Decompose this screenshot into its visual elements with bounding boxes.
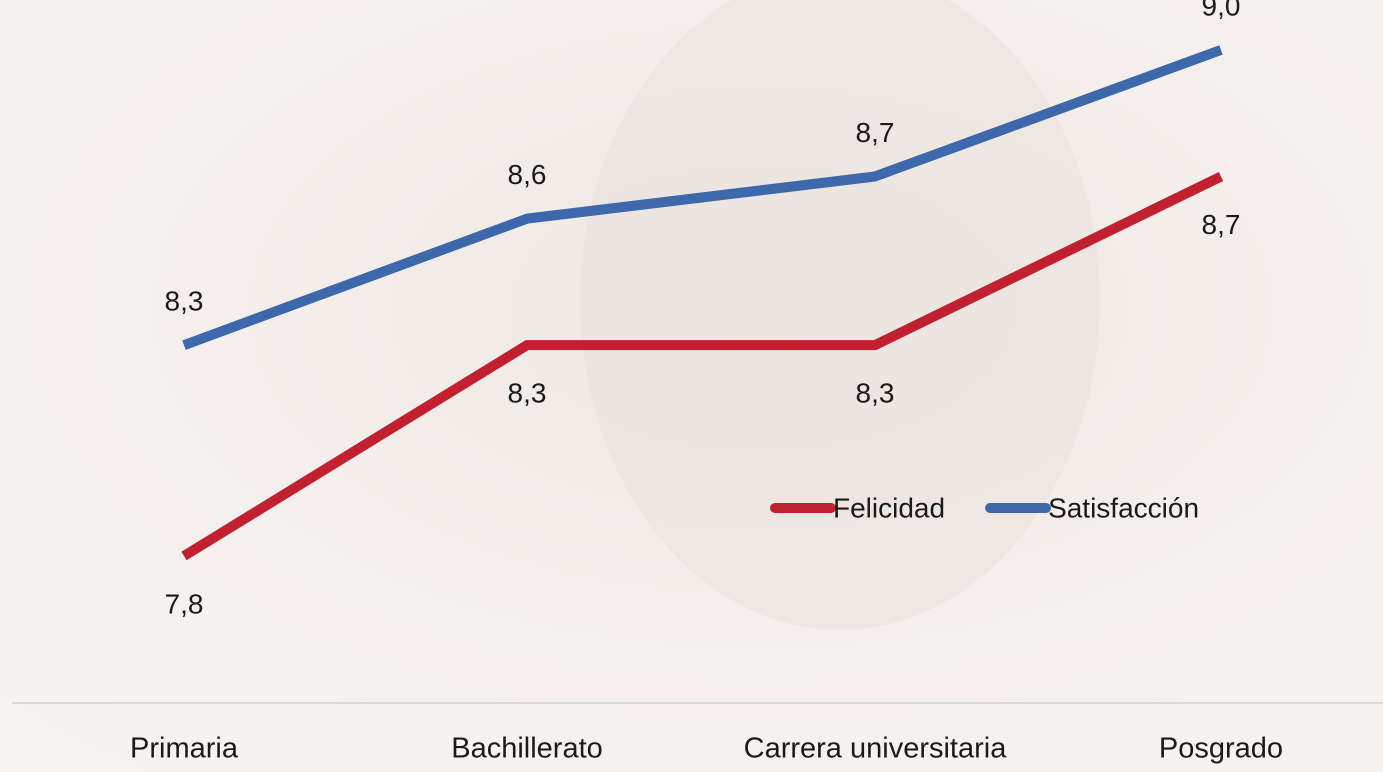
background-photo [580,0,1100,630]
legend-label: Felicidad [833,492,945,523]
data-label: 8,3 [856,378,895,409]
page: {"chart_data": {"type": "line", "categor… [0,0,1383,772]
data-label: 8,3 [508,378,547,409]
x-tick-label: Posgrado [1159,733,1283,765]
x-tick-label: Primaria [130,733,239,765]
data-label: 7,8 [165,588,204,619]
data-label: 8,6 [508,159,547,190]
data-label: 8,3 [165,286,204,317]
x-tick-label: Bachillerato [451,733,603,765]
data-label: 9,0 [1202,0,1241,21]
chart: Primaria Bachillerato Carrera universitari… [0,0,1383,772]
data-label: 8,7 [1202,209,1241,240]
x-tick-label: Carrera universitaria [744,733,1008,765]
data-label: 8,7 [856,117,895,148]
legend-label: Satisfacción [1048,492,1199,523]
